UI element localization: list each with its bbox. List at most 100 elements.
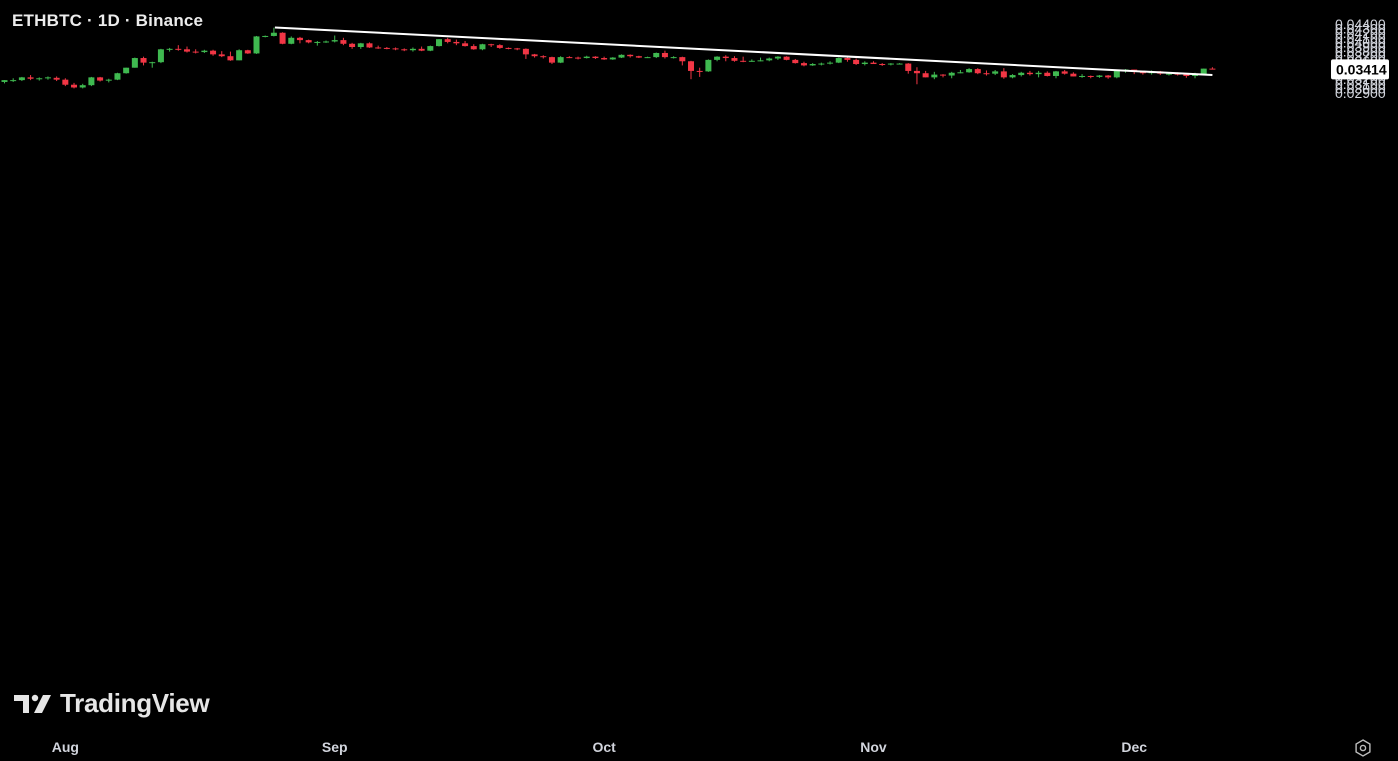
- candle: [1061, 70, 1068, 75]
- candle-body: [783, 56, 790, 60]
- candle: [714, 56, 721, 62]
- candle: [592, 56, 599, 59]
- candle: [18, 76, 25, 82]
- candle: [601, 56, 608, 60]
- candle-body: [853, 59, 860, 65]
- candle-body: [905, 63, 912, 71]
- candle-body: [71, 84, 78, 88]
- candle: [644, 56, 651, 59]
- candle: [366, 42, 373, 48]
- candle: [183, 46, 190, 53]
- candle-body: [870, 62, 877, 65]
- candle-body: [913, 70, 920, 74]
- candle: [383, 47, 390, 50]
- candle-body: [661, 52, 668, 58]
- candle: [722, 55, 729, 62]
- candle-body: [305, 40, 312, 43]
- candle-body: [1079, 75, 1086, 77]
- candle: [157, 48, 164, 64]
- candle: [44, 76, 51, 80]
- candle: [957, 70, 964, 74]
- candle-body: [192, 51, 199, 53]
- candle: [409, 47, 416, 52]
- candle-body: [575, 57, 582, 59]
- candle: [827, 61, 834, 65]
- candle: [1000, 68, 1007, 79]
- symbol-title[interactable]: ETHBTC · 1D · Binance: [12, 11, 204, 30]
- candle-body: [1200, 68, 1207, 75]
- candle-body: [609, 57, 616, 60]
- candle: [557, 56, 564, 64]
- candle-body: [731, 58, 738, 61]
- candle: [62, 78, 69, 87]
- candle: [462, 41, 469, 47]
- candle: [583, 55, 590, 59]
- price-tick-label: 0.03800: [1335, 44, 1386, 60]
- candle: [288, 36, 295, 45]
- candle: [618, 54, 625, 59]
- candle-body: [809, 64, 816, 66]
- candle-body: [79, 85, 86, 88]
- candle: [1035, 70, 1042, 78]
- candle: [418, 46, 425, 52]
- current-price-label-layer: 0.03414: [1331, 59, 1389, 80]
- candle: [853, 58, 860, 65]
- descending-trendline[interactable]: [274, 26, 1213, 77]
- candle: [774, 56, 781, 60]
- candle: [427, 45, 434, 52]
- candle-body: [392, 48, 399, 50]
- candle-body: [253, 36, 260, 54]
- candle-body: [514, 48, 521, 50]
- candle-body: [844, 58, 851, 60]
- candle-body: [792, 59, 799, 64]
- candle: [948, 71, 955, 79]
- candle-body: [418, 48, 425, 51]
- candle: [270, 27, 277, 37]
- candle: [305, 39, 312, 44]
- candle: [323, 40, 330, 43]
- candle-body: [983, 73, 990, 75]
- candle-body: [948, 72, 955, 76]
- candle: [88, 76, 95, 87]
- candle-body: [210, 50, 217, 55]
- candle-body: [340, 40, 347, 44]
- candle-body: [218, 54, 225, 57]
- candle: [792, 58, 799, 64]
- candle-body: [462, 43, 469, 47]
- candle-body: [1035, 72, 1042, 75]
- candle: [548, 56, 555, 65]
- price-tick-label: 0.04400: [1335, 16, 1386, 32]
- current-price-text: 0.03414: [1336, 61, 1387, 77]
- candle: [392, 47, 399, 51]
- price-tick-label: 0.04300: [1335, 21, 1386, 37]
- candle: [1209, 67, 1216, 70]
- settings-icon[interactable]: [1353, 738, 1373, 758]
- candle: [1105, 75, 1112, 79]
- candle: [627, 54, 634, 58]
- candle: [53, 76, 60, 82]
- candle-body: [496, 45, 503, 48]
- candle-body: [748, 60, 755, 62]
- candle-body: [314, 41, 321, 43]
- candle-body: [940, 74, 947, 76]
- candle: [140, 56, 147, 66]
- candle-body: [62, 79, 69, 85]
- time-axis[interactable]: Aug Sep Oct Nov Dec: [52, 739, 1148, 755]
- candle: [940, 74, 947, 78]
- candle-body: [705, 59, 712, 72]
- candle: [401, 48, 408, 52]
- candle-body: [957, 72, 964, 74]
- candle-body: [227, 56, 234, 61]
- candle-body: [714, 56, 721, 60]
- candle: [575, 56, 582, 60]
- candle: [835, 57, 842, 64]
- candle-body: [114, 73, 121, 80]
- candle-body: [583, 56, 590, 59]
- candle: [818, 62, 825, 66]
- candle: [740, 56, 747, 63]
- candle: [905, 63, 912, 74]
- candle-body: [331, 40, 338, 42]
- price-axis[interactable]: 0.044000.043000.042000.041000.040000.039…: [1335, 16, 1386, 101]
- candle-body: [383, 47, 390, 49]
